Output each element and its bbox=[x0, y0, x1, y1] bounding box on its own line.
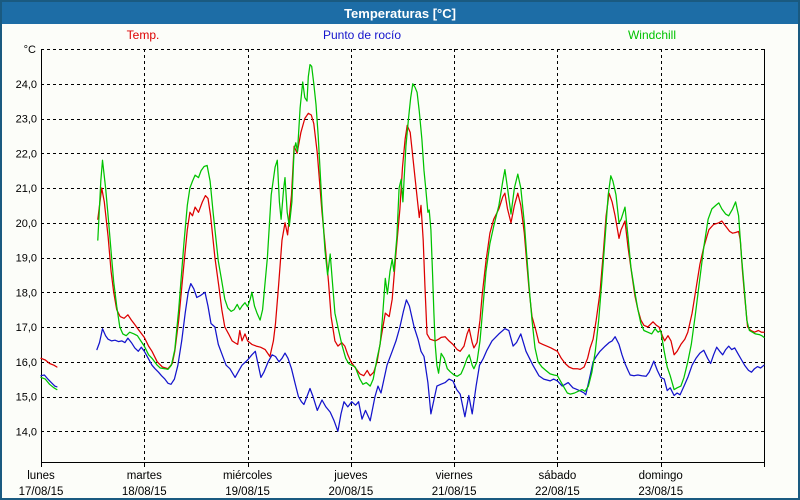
x-day-name-2: miércoles bbox=[223, 470, 272, 482]
y-tick-label-23: 23,0 bbox=[16, 114, 37, 126]
y-tick-label-17: 17,0 bbox=[16, 322, 37, 334]
x-day-date-6: 23/08/15 bbox=[638, 486, 683, 498]
x-day-date-2: 19/08/15 bbox=[225, 486, 270, 498]
x-day-name-6: domingo bbox=[639, 470, 683, 482]
page-title: Temperaturas [°C] bbox=[344, 5, 456, 21]
window-titlebar: Temperaturas [°C] bbox=[2, 2, 798, 24]
legend-label-0: Temp. bbox=[127, 28, 160, 42]
x-day-date-1: 18/08/15 bbox=[122, 486, 167, 498]
x-day-name-4: viernes bbox=[436, 470, 473, 482]
y-tick-label-24: 24,0 bbox=[16, 79, 37, 91]
y-tick-label-20: 20,0 bbox=[16, 218, 37, 230]
x-day-date-5: 22/08/15 bbox=[535, 486, 580, 498]
chart-line-windchill-seg0 bbox=[40, 376, 58, 391]
y-tick-label-22: 22,0 bbox=[16, 148, 37, 160]
x-day-date-0: 17/08/15 bbox=[19, 486, 64, 498]
chart-line-temp-seg0 bbox=[40, 357, 58, 368]
legend-label-2: Windchill bbox=[628, 28, 676, 42]
chart-line-punto-de-roc-o-seg1 bbox=[96, 282, 765, 432]
y-tick-label-14: 14,0 bbox=[16, 426, 37, 438]
x-day-name-0: lunes bbox=[27, 470, 55, 482]
y-tick-label-16: 16,0 bbox=[16, 357, 37, 369]
x-day-date-4: 21/08/15 bbox=[432, 486, 477, 498]
y-tick-label-18: 18,0 bbox=[16, 287, 37, 299]
y-tick-label-15: 15,0 bbox=[16, 392, 37, 404]
y-tick-label-19: 19,0 bbox=[16, 253, 37, 265]
x-day-name-5: sábado bbox=[539, 470, 577, 482]
chart-line-punto-de-roc-o-seg0 bbox=[40, 374, 58, 388]
x-day-date-3: 20/08/15 bbox=[328, 486, 373, 498]
legend-label-1: Punto de rocío bbox=[323, 28, 401, 42]
chart-line-windchill-seg1 bbox=[97, 63, 765, 395]
x-day-name-3: jueves bbox=[333, 470, 367, 482]
x-day-name-1: martes bbox=[127, 470, 162, 482]
chart-line-temp-seg1 bbox=[97, 112, 765, 377]
y-axis-unit-label: °C bbox=[24, 44, 36, 56]
y-tick-label-21: 21,0 bbox=[16, 183, 37, 195]
